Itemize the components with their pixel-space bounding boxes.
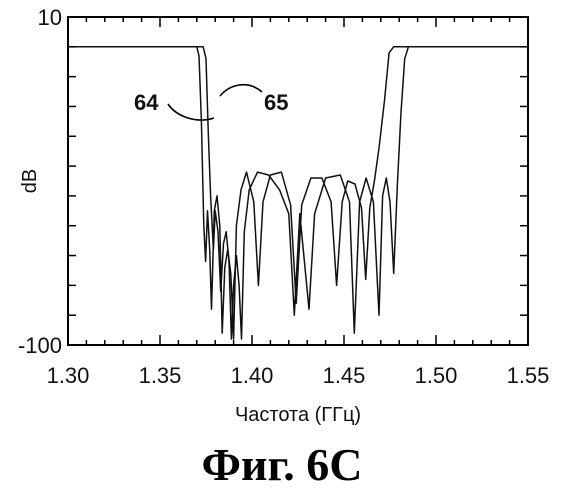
x-ticks	[68, 17, 528, 345]
y-ticks	[68, 17, 528, 345]
x-tick-labels: 1.30 1.35 1.40 1.45 1.50 1.55	[47, 363, 550, 388]
annotations: 64 65	[134, 85, 288, 120]
annotation-label-65: 65	[264, 90, 288, 115]
y-tick-label: -100	[18, 333, 62, 358]
x-tick-label: 1.35	[139, 363, 182, 388]
x-tick-label: 1.40	[231, 363, 274, 388]
chart-svg: 1.30 1.35 1.40 1.45 1.50 1.55 10 -100 Частота …	[0, 0, 564, 440]
y-axis-label: dB	[19, 169, 41, 193]
x-tick-label: 1.50	[415, 363, 458, 388]
plot-frame	[68, 17, 528, 345]
figure-caption: Фиг. 6С	[0, 438, 564, 491]
annotation-label-64: 64	[134, 90, 159, 115]
x-tick-label: 1.55	[507, 363, 550, 388]
x-tick-label: 1.45	[323, 363, 366, 388]
annotation-leader-65	[220, 85, 262, 96]
y-tick-label: 10	[38, 5, 62, 30]
x-tick-label: 1.30	[47, 363, 90, 388]
x-axis-label: Частота (ГГц)	[235, 404, 361, 426]
